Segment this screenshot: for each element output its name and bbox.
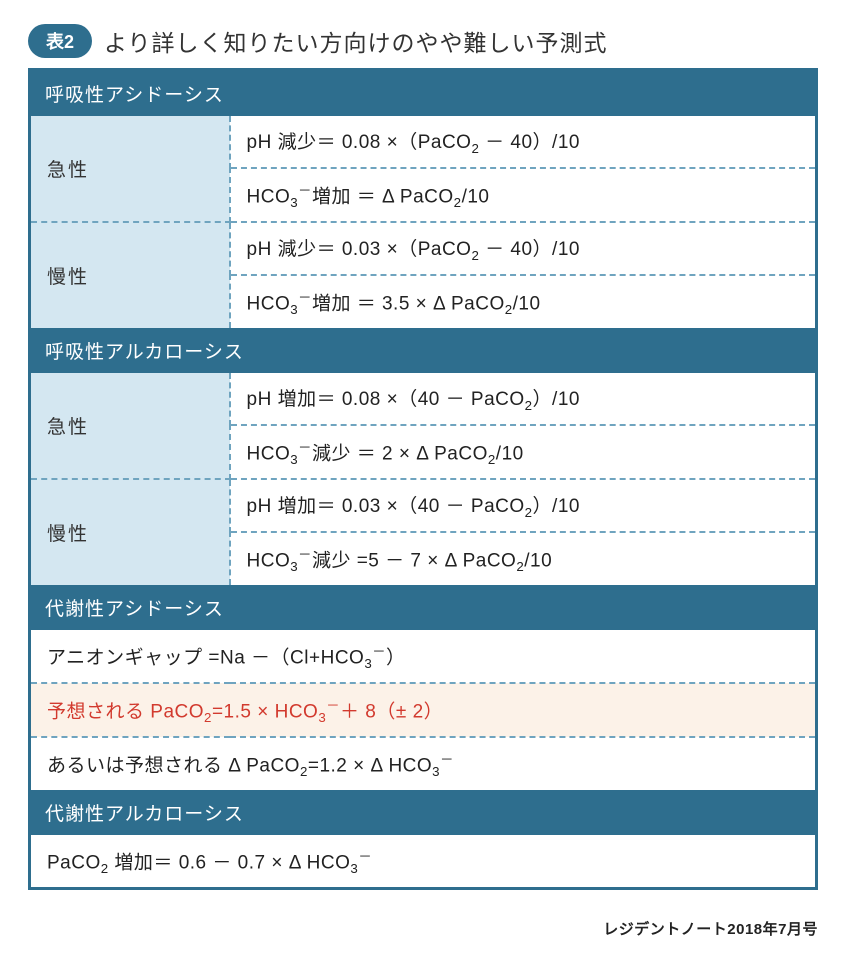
- table-row: 慢性 pH 増加＝ 0.03 ×（40 － PaCO2）/10: [30, 479, 817, 532]
- section-header-text: 代謝性アシドーシス: [30, 585, 817, 630]
- formula-cell: HCO3－増加 ＝ Δ PaCO2/10: [230, 168, 817, 222]
- section-header: 呼吸性アルカローシス: [30, 328, 817, 373]
- table-row-highlight: 予想される PaCO2=1.5 × HCO3－＋ 8（± 2）: [30, 683, 817, 737]
- formula-cell: pH 減少＝ 0.08 ×（PaCO2 － 40）/10: [230, 116, 817, 168]
- formula-table: 呼吸性アシドーシス 急性 pH 減少＝ 0.08 ×（PaCO2 － 40）/1…: [28, 68, 818, 890]
- formula-cell: HCO3－増加 ＝ 3.5 × Δ PaCO2/10: [230, 275, 817, 328]
- section-header-text: 呼吸性アルカローシス: [30, 328, 817, 373]
- section-header: 呼吸性アシドーシス: [30, 70, 817, 117]
- formula-cell: あるいは予想される Δ PaCO2=1.2 × Δ HCO3－: [30, 737, 817, 790]
- formula-cell: PaCO2 増加＝ 0.6 － 0.7 × Δ HCO3－: [30, 835, 817, 889]
- table-row: 急性 pH 減少＝ 0.08 ×（PaCO2 － 40）/10: [30, 116, 817, 168]
- title-row: 表2 より詳しく知りたい方向けのやや難しい予測式: [28, 24, 818, 58]
- formula-cell: pH 増加＝ 0.08 ×（40 － PaCO2）/10: [230, 373, 817, 425]
- table-title: より詳しく知りたい方向けのやや難しい予測式: [104, 24, 608, 58]
- subcategory-cell: 急性: [30, 116, 230, 222]
- table-label-pill: 表2: [28, 24, 92, 58]
- table-row: あるいは予想される Δ PaCO2=1.2 × Δ HCO3－: [30, 737, 817, 790]
- formula-cell: pH 増加＝ 0.03 ×（40 － PaCO2）/10: [230, 479, 817, 532]
- table-row: 急性 pH 増加＝ 0.08 ×（40 － PaCO2）/10: [30, 373, 817, 425]
- formula-cell: HCO3－減少 =5 － 7 × Δ PaCO2/10: [230, 532, 817, 585]
- formula-cell: HCO3－減少 ＝ 2 × Δ PaCO2/10: [230, 425, 817, 479]
- formula-cell: pH 減少＝ 0.03 ×（PaCO2 － 40）/10: [230, 222, 817, 275]
- subcategory-cell: 慢性: [30, 222, 230, 328]
- section-header: 代謝性アシドーシス: [30, 585, 817, 630]
- formula-cell: アニオンギャップ =Na －（Cl+HCO3－）: [30, 630, 817, 683]
- table-row: PaCO2 増加＝ 0.6 － 0.7 × Δ HCO3－: [30, 835, 817, 889]
- section-header-text: 呼吸性アシドーシス: [30, 70, 817, 117]
- subcategory-cell: 慢性: [30, 479, 230, 585]
- table-row: アニオンギャップ =Na －（Cl+HCO3－）: [30, 630, 817, 683]
- table-row: 慢性 pH 減少＝ 0.03 ×（PaCO2 － 40）/10: [30, 222, 817, 275]
- footer-citation: レジデントノート2018年7月号: [28, 918, 818, 939]
- subcategory-cell: 急性: [30, 373, 230, 479]
- formula-cell: 予想される PaCO2=1.5 × HCO3－＋ 8（± 2）: [30, 683, 817, 737]
